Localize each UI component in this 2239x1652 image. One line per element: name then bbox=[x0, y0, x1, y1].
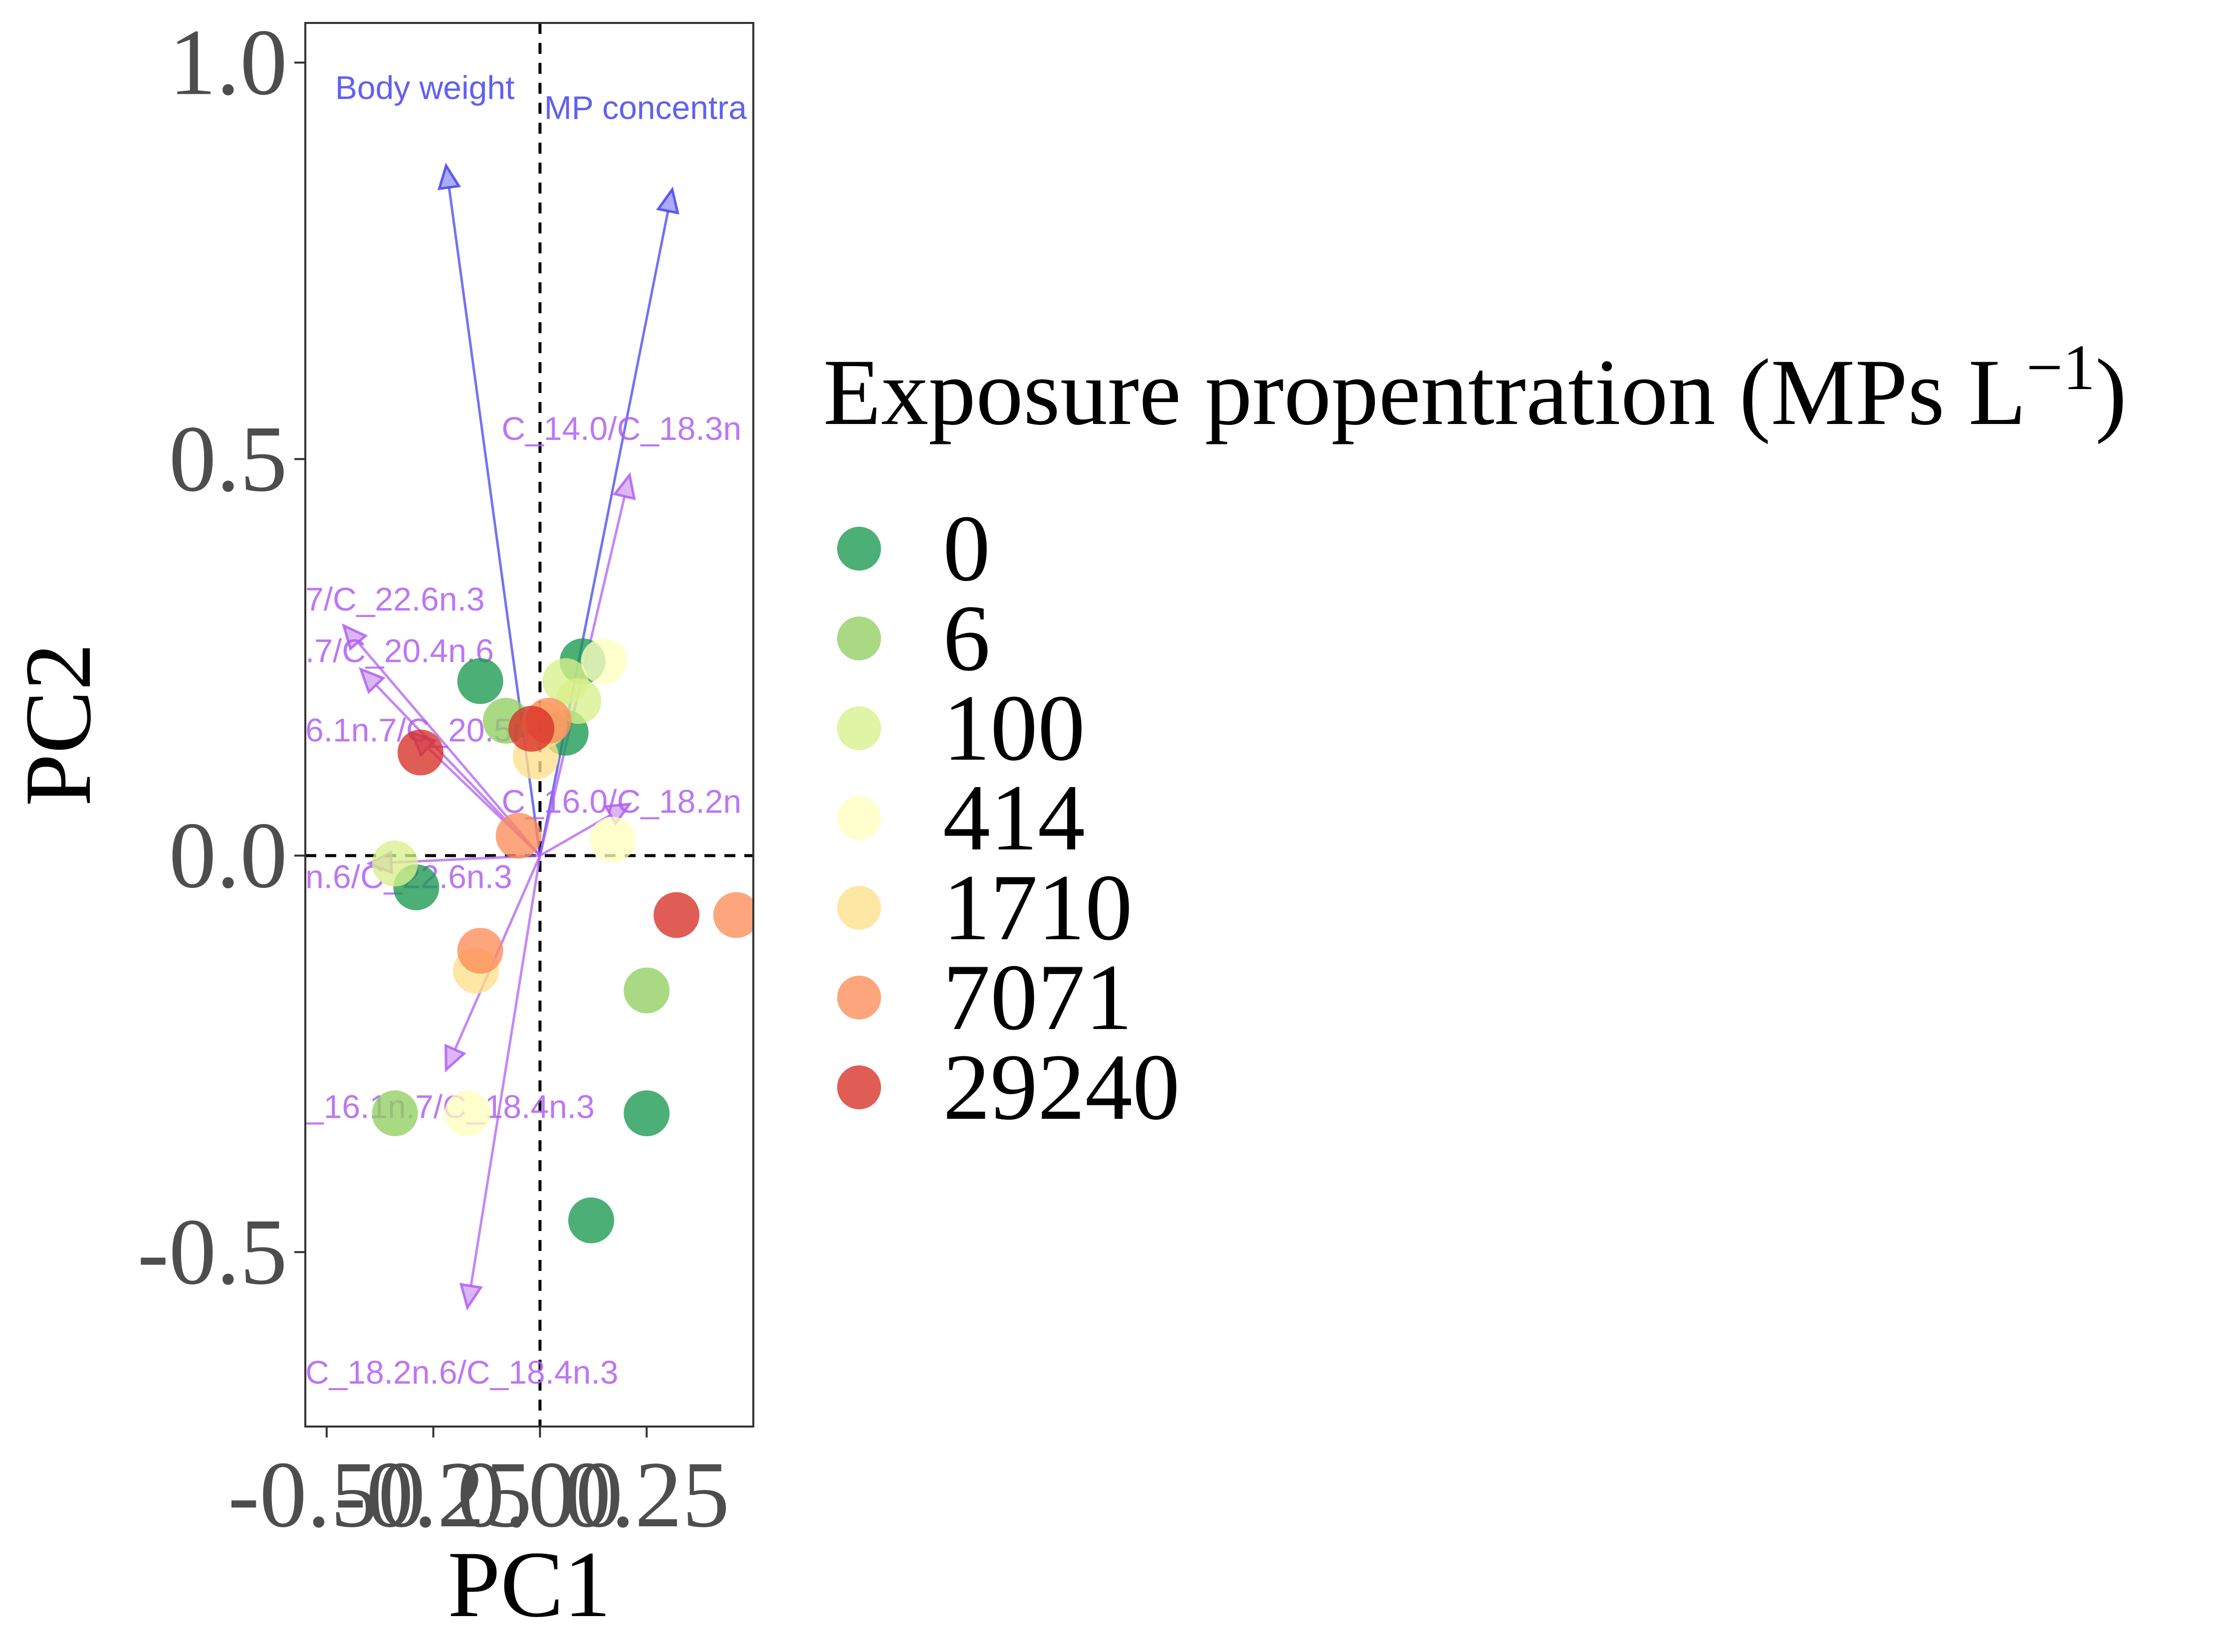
vector-arrowhead bbox=[358, 667, 386, 694]
series-414 bbox=[444, 638, 636, 1137]
panel-border bbox=[304, 22, 754, 1428]
vector-label: 7/C_22.6n.3 bbox=[305, 581, 485, 618]
vector-arrowhead bbox=[445, 1043, 466, 1073]
series-29240 bbox=[397, 705, 700, 938]
x-axis-title: PC1 bbox=[448, 1532, 611, 1637]
data-point bbox=[495, 813, 542, 859]
legend-title-text: Exposure propentration (MPs L bbox=[823, 340, 2026, 445]
data-point bbox=[457, 658, 503, 704]
y-tick-label: -0.5 bbox=[137, 1200, 287, 1304]
loading-vector: C_18.2n.6/C_18.4n.3 bbox=[305, 855, 618, 1391]
legend-title: Exposure propentration (MPs L−1) bbox=[823, 332, 2127, 445]
vector-label: C_18.2n.6/C_18.4n.3 bbox=[305, 1354, 618, 1391]
legend-key bbox=[837, 527, 881, 571]
legend-key bbox=[837, 976, 881, 1020]
legend-key bbox=[837, 1065, 881, 1109]
legend-label: 414 bbox=[943, 766, 1085, 870]
data-point bbox=[372, 1090, 418, 1137]
legend-label: 0 bbox=[943, 496, 990, 601]
vector-label: MP concentra bbox=[544, 89, 747, 126]
data-point bbox=[624, 967, 670, 1014]
data-point bbox=[508, 705, 555, 752]
data-point bbox=[713, 892, 753, 938]
x-tick-label: 0.25 bbox=[564, 1443, 730, 1547]
legend-title-suffix: ) bbox=[2095, 340, 2127, 445]
vector-label: .7/C_20.4n.6 bbox=[305, 632, 494, 669]
legend-item: 414 bbox=[837, 766, 1085, 870]
data-point bbox=[397, 729, 444, 776]
vector-line bbox=[469, 855, 541, 1286]
legend-item: 0 bbox=[837, 496, 990, 601]
legend-label: 7071 bbox=[943, 945, 1132, 1050]
y-tick-label: 0.0 bbox=[169, 803, 288, 908]
y-tick-label: 1.0 bbox=[169, 10, 288, 115]
loading-vector: 7/C_22.6n.3 bbox=[305, 581, 541, 856]
legend-item: 7071 bbox=[837, 945, 1132, 1050]
data-point bbox=[624, 1090, 670, 1137]
legend-label: 29240 bbox=[943, 1035, 1180, 1140]
legend-key bbox=[837, 706, 881, 750]
y-axis-title: PC2 bbox=[6, 643, 111, 806]
data-point bbox=[568, 1197, 615, 1243]
legend-item: 100 bbox=[837, 676, 1085, 781]
vector-arrowhead bbox=[613, 472, 636, 500]
vector-arrowhead bbox=[342, 623, 368, 651]
vector-arrowhead bbox=[437, 163, 461, 191]
legend-item: 6 bbox=[837, 586, 990, 691]
legend-key bbox=[837, 886, 881, 930]
data-point bbox=[372, 840, 418, 887]
legend-key bbox=[837, 617, 881, 660]
vector-arrowhead bbox=[459, 1282, 483, 1311]
data-point bbox=[457, 928, 503, 974]
legend-label: 6 bbox=[943, 586, 990, 691]
legend-item: 29240 bbox=[837, 1035, 1180, 1140]
data-point bbox=[589, 817, 636, 863]
legend-key bbox=[837, 796, 881, 840]
vector-arrowhead bbox=[656, 186, 679, 215]
data-point bbox=[444, 1090, 490, 1137]
legend-label: 1710 bbox=[943, 855, 1132, 960]
vector-label: Body weight bbox=[335, 69, 515, 106]
vector-arrowhead bbox=[603, 802, 633, 826]
x-tick-label: -0.25 bbox=[335, 1443, 532, 1547]
data-point bbox=[654, 892, 700, 938]
legend-label: 100 bbox=[943, 676, 1085, 781]
vector-label: C_14.0/C_18.3n bbox=[501, 410, 741, 447]
data-point bbox=[581, 638, 627, 684]
series-6 bbox=[372, 698, 670, 1137]
y-tick-label: 0.5 bbox=[169, 407, 288, 511]
vector-label: C_16.0/C_18.2n bbox=[501, 783, 741, 820]
x-tick-label: 0.00 bbox=[457, 1443, 623, 1547]
loading-vector: C_16.0/C_18.2n bbox=[501, 783, 741, 857]
legend-title-superscript: −1 bbox=[2026, 332, 2095, 404]
legend-item: 1710 bbox=[837, 855, 1132, 960]
x-tick-label: -0.50 bbox=[228, 1443, 426, 1547]
loading-vector: .7/C_20.4n.6 bbox=[305, 632, 541, 857]
